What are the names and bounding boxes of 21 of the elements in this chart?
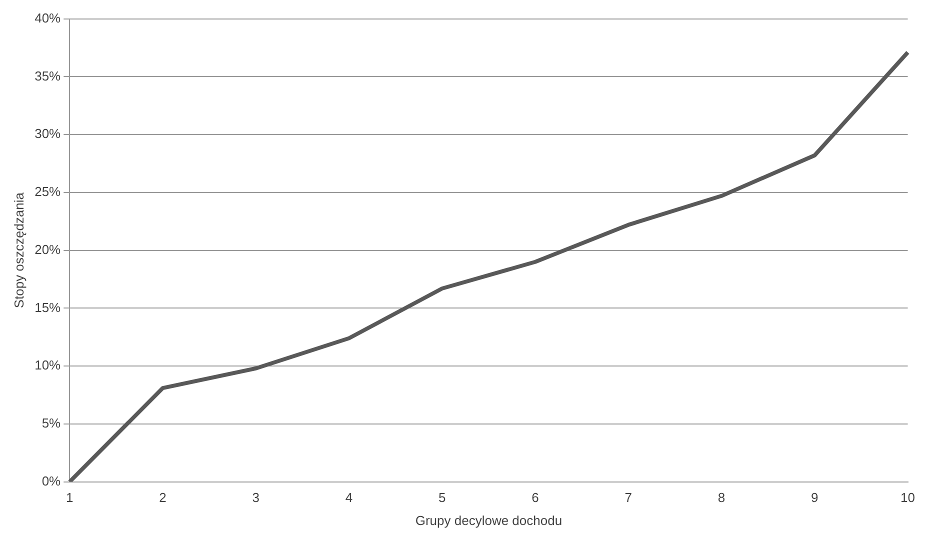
x-tick-label: 8 bbox=[718, 490, 726, 506]
x-tick-label: 3 bbox=[252, 490, 260, 506]
x-axis-title: Grupy decylowe dochodu bbox=[415, 512, 562, 528]
x-tick-label: 4 bbox=[345, 490, 353, 506]
x-tick-label: 1 bbox=[66, 490, 74, 506]
y-tick-label: 0% bbox=[42, 473, 62, 488]
x-tick-label: 5 bbox=[438, 490, 446, 506]
y-tick-label: 25% bbox=[34, 184, 62, 200]
y-tick-label: 40% bbox=[34, 10, 62, 26]
y-tick-label: 10% bbox=[34, 358, 62, 373]
x-tick-label: 2 bbox=[159, 490, 166, 506]
y-tick-label: 35% bbox=[34, 68, 62, 84]
x-tick-label: 9 bbox=[811, 490, 818, 506]
y-tick-label: 15% bbox=[34, 300, 62, 315]
y-tick-label: 5% bbox=[42, 416, 62, 431]
x-tick-label: 7 bbox=[624, 490, 632, 506]
x-tick-label: 6 bbox=[532, 490, 539, 506]
y-tick-label: 30% bbox=[34, 126, 62, 142]
y-axis-title: Stopy oszczędzania bbox=[11, 192, 26, 308]
y-tick-label: 20% bbox=[34, 242, 62, 257]
x-tick-label: 10 bbox=[900, 490, 916, 506]
